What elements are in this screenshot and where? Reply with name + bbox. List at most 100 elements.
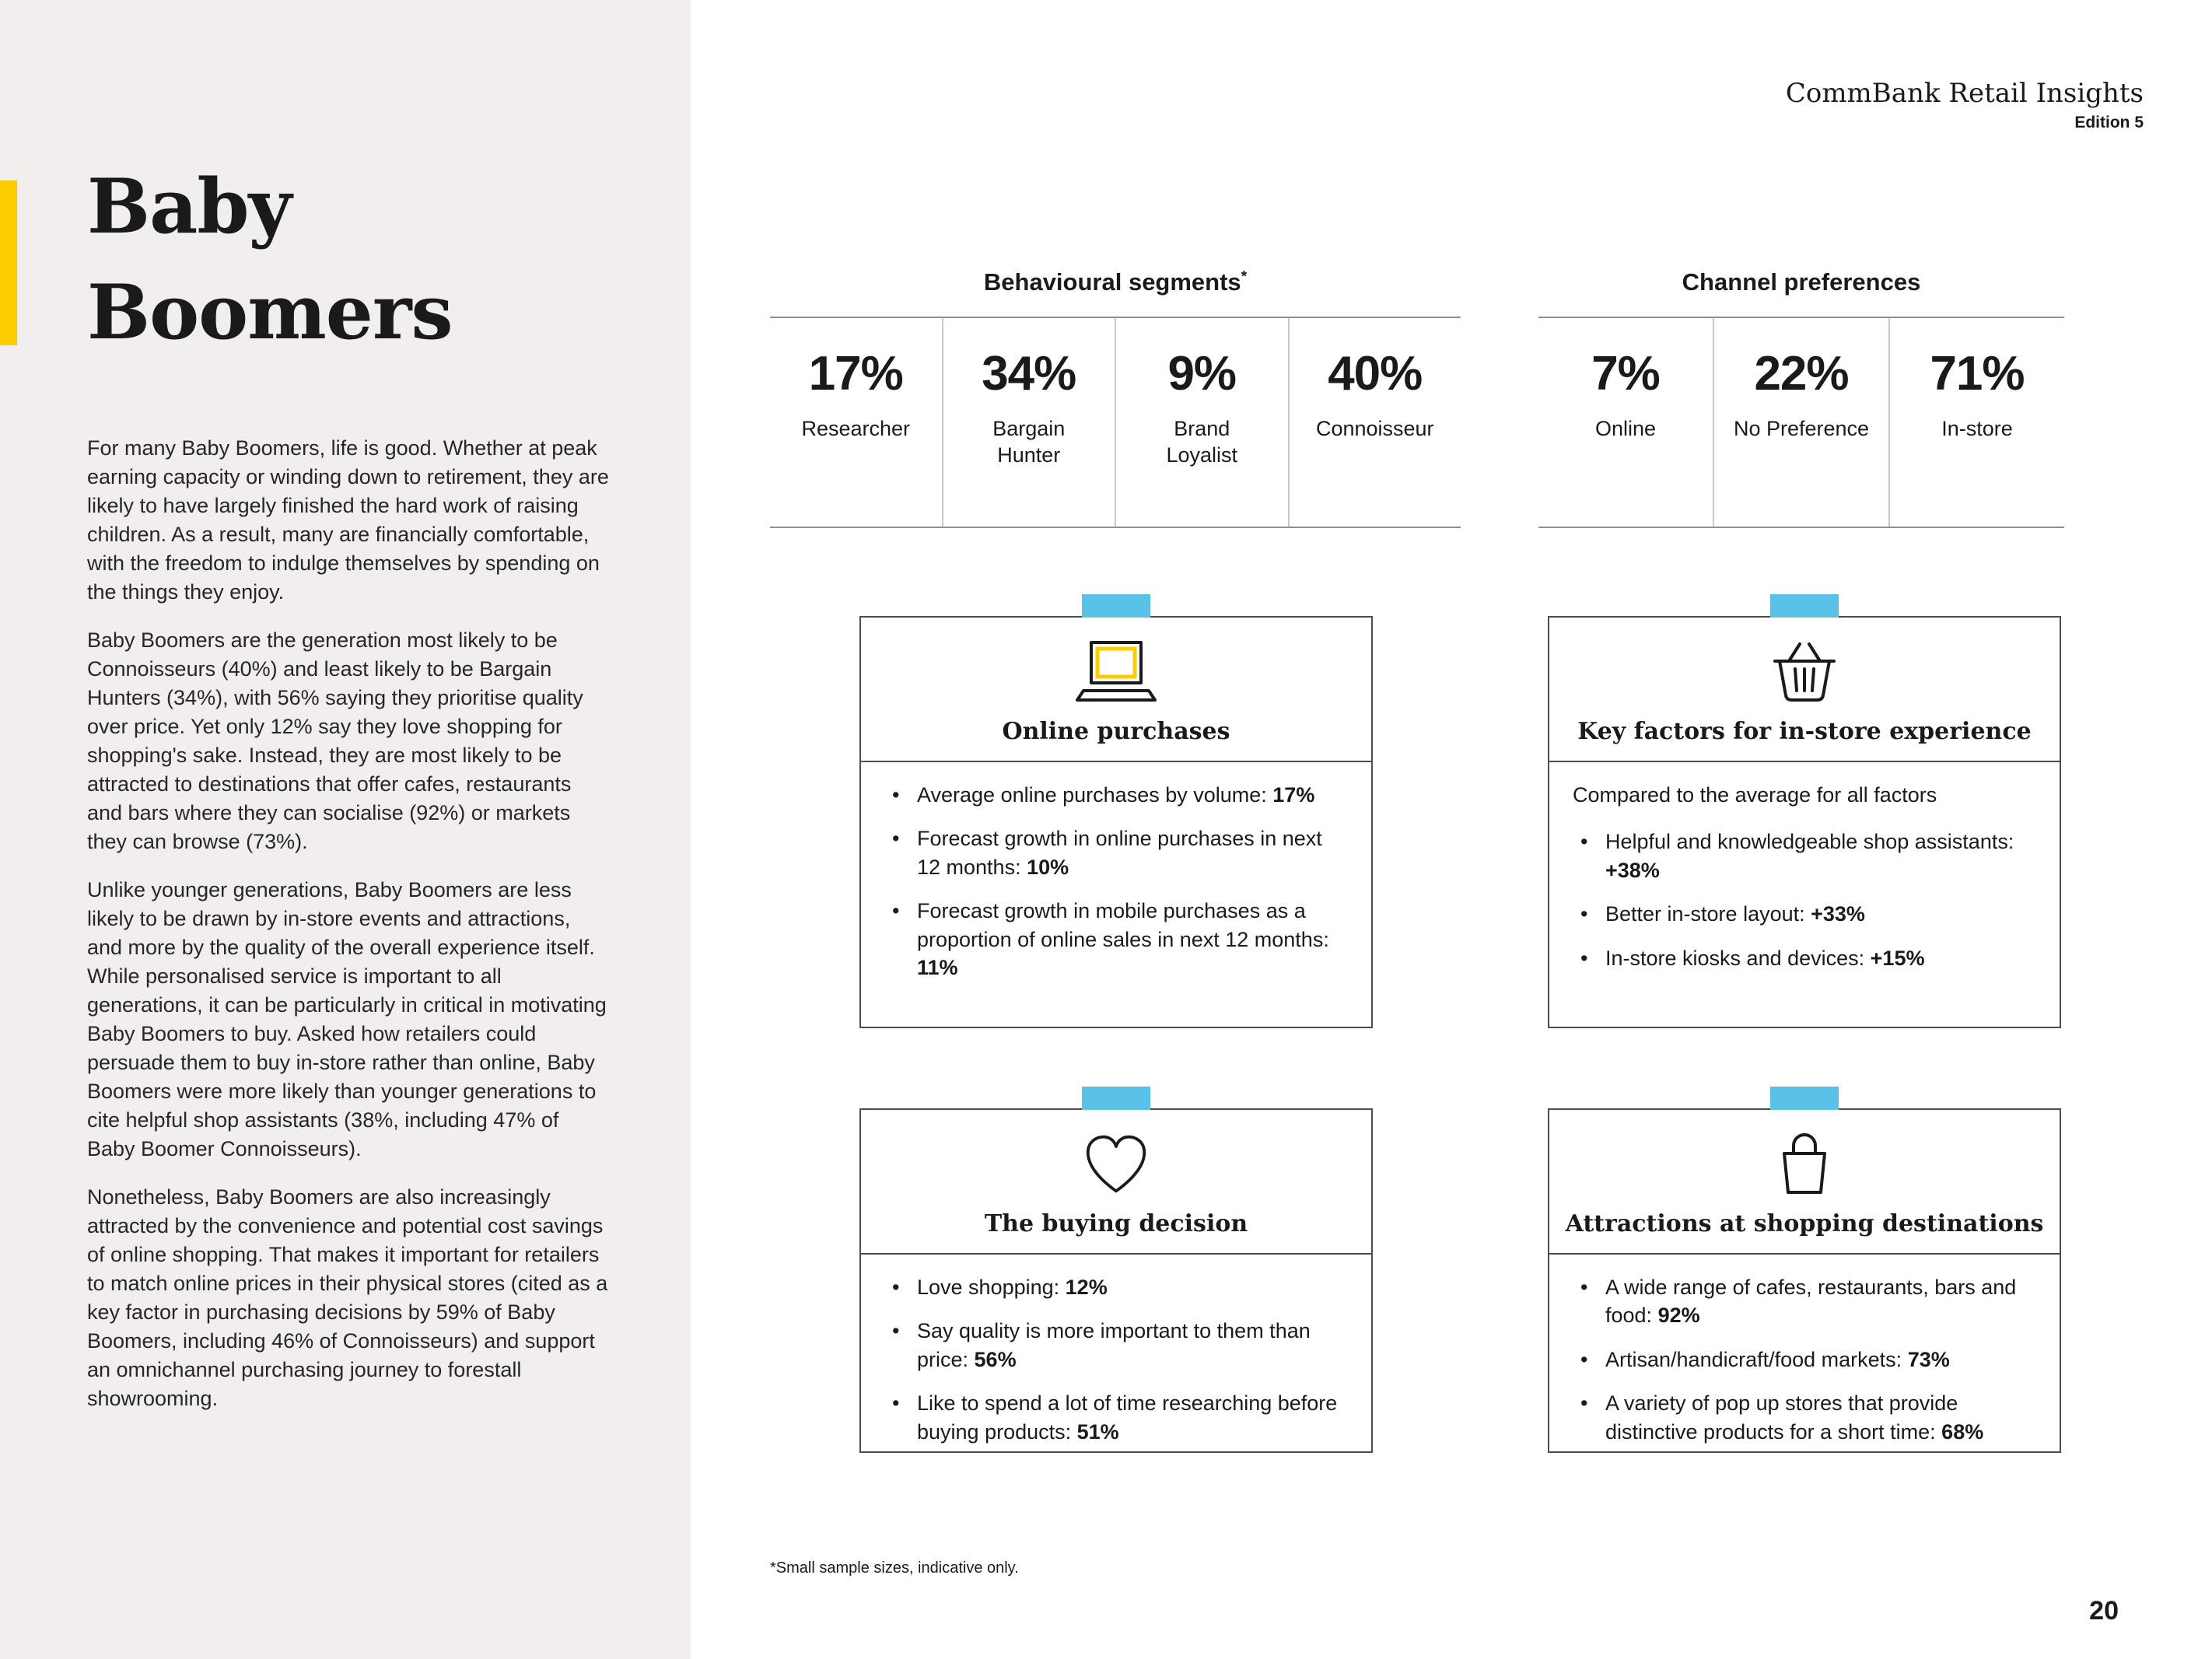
card-tab xyxy=(1770,594,1839,618)
bullet-item: Helpful and knowledgeable shop assistant… xyxy=(1576,828,2036,884)
stat-label: Online xyxy=(1594,417,1657,440)
card-key-factors-in-store: Key factors for in-store experience Comp… xyxy=(1548,594,2061,1028)
card-head: Online purchases xyxy=(861,618,1371,762)
stat-label: In-store xyxy=(1941,417,2013,440)
card-bullets: A wide range of cafes, restaurants, bars… xyxy=(1549,1255,2060,1454)
stat-brand-loyalist: 9% Brand Loyalist xyxy=(1115,318,1288,527)
edition-label: Edition 5 xyxy=(2074,114,2144,131)
doc-header: CommBank Retail Insights Edition 5 xyxy=(1786,78,2144,132)
card-title: The buying decision xyxy=(984,1210,1248,1237)
stat-researcher: 17% Researcher xyxy=(770,318,942,527)
bullet-value: 56% xyxy=(974,1347,1017,1371)
stat-value: 22% xyxy=(1754,347,1849,401)
paragraph-1: For many Baby Boomers, life is good. Whe… xyxy=(87,436,609,604)
card-head: Attractions at shopping destinations xyxy=(1549,1110,2060,1255)
bullet-text: Average online purchases by volume: xyxy=(917,783,1273,807)
card-head: Key factors for in-store experience xyxy=(1549,618,2060,762)
stat-label: Brand Loyalist xyxy=(1166,417,1238,467)
stat-value: 40% xyxy=(1328,347,1423,401)
bullet-item: Love shopping: 12% xyxy=(887,1273,1348,1302)
sidebar: Baby Boomers For many Baby Boomers, life… xyxy=(0,0,691,1659)
bullet-item: A wide range of cafes, restaurants, bars… xyxy=(1576,1273,2036,1330)
card-tab xyxy=(1082,594,1150,618)
paragraph-2: Baby Boomers are the generation most lik… xyxy=(87,628,583,853)
stat-label: No Preference xyxy=(1733,417,1870,440)
paragraph-3: Unlike younger generations, Baby Boomers… xyxy=(87,877,607,1160)
stat-no-preference: 22% No Preference xyxy=(1713,318,1888,527)
channels-stats-row: 7% Online 22% No Preference 71% In-store xyxy=(1538,317,2064,528)
bullet-value: 73% xyxy=(1907,1347,1950,1371)
page-number: 20 xyxy=(2089,1596,2119,1626)
bullet-value: 10% xyxy=(1027,855,1069,879)
card-title: Attractions at shopping destinations xyxy=(1565,1210,2044,1237)
card-tab xyxy=(1082,1087,1150,1110)
stat-online: 7% Online xyxy=(1538,318,1713,527)
card-title: Online purchases xyxy=(1002,718,1230,745)
channel-preferences: Channel preferences 7% Online 22% No Pre… xyxy=(1538,268,2064,528)
paragraph-4: Nonetheless, Baby Boomers are also incre… xyxy=(87,1185,608,1410)
bullet-value: 51% xyxy=(1076,1419,1119,1444)
stat-value: 9% xyxy=(1167,347,1237,401)
bullet-text: Better in-store layout: xyxy=(1605,902,1811,926)
bullet-text: Forecast growth in mobile purchases as a… xyxy=(917,899,1329,951)
stat-value: 71% xyxy=(1930,347,2025,401)
bullet-value: +15% xyxy=(1870,946,1925,970)
bullet-item: In-store kiosks and devices: +15% xyxy=(1576,944,2036,973)
card-head: The buying decision xyxy=(861,1110,1371,1255)
bullet-item: Say quality is more important to them th… xyxy=(887,1317,1348,1374)
behavioural-segments: Behavioural segments* 17% Researcher 34%… xyxy=(770,268,1461,528)
basket-icon xyxy=(1565,635,2044,709)
stat-label: Bargain Hunter xyxy=(992,417,1066,467)
shopping-bag-icon xyxy=(1565,1127,2044,1201)
laptop-icon xyxy=(877,635,1356,709)
bullet-value: 68% xyxy=(1941,1419,1984,1444)
bullet-value: 11% xyxy=(917,956,958,980)
bullet-value: 92% xyxy=(1657,1304,1700,1328)
stat-label: Researcher xyxy=(801,417,911,440)
stat-value: 17% xyxy=(808,347,904,401)
stat-value: 34% xyxy=(982,347,1076,401)
bullet-item: Artisan/handicraft/food markets: 73% xyxy=(1576,1346,2036,1374)
bullet-value: +38% xyxy=(1605,858,1660,882)
segments-stats-row: 17% Researcher 34% Bargain Hunter 9% Bra… xyxy=(770,317,1461,528)
bullet-item: Forecast growth in mobile purchases as a… xyxy=(887,897,1348,982)
card-online-purchases: Online purchases Average online purchase… xyxy=(859,594,1373,1028)
behavioural-segments-heading: Behavioural segments* xyxy=(770,268,1461,296)
card-bullets: Love shopping: 12% Say quality is more i… xyxy=(861,1255,1371,1454)
bullet-item: Better in-store layout: +33% xyxy=(1576,900,2036,929)
bullet-value: 17% xyxy=(1272,783,1315,807)
bullet-value: +33% xyxy=(1811,902,1865,926)
card-tab xyxy=(1770,1087,1839,1110)
stat-in-store: 71% In-store xyxy=(1888,318,2064,527)
bullet-value: 12% xyxy=(1065,1276,1108,1299)
bullet-text: In-store kiosks and devices: xyxy=(1605,946,1871,970)
brand-title: CommBank Retail Insights xyxy=(1785,78,2144,109)
stat-bargain-hunter: 34% Bargain Hunter xyxy=(941,318,1115,527)
stat-label: Connoisseur xyxy=(1315,417,1434,440)
card-attractions-shopping-destinations: Attractions at shopping destinations A w… xyxy=(1548,1087,2061,1454)
footnote: *Small sample sizes, indicative only. xyxy=(770,1559,1019,1577)
bullet-item: Average online purchases by volume: 17% xyxy=(887,781,1348,810)
stat-value: 7% xyxy=(1591,347,1661,401)
bullet-text: Love shopping: xyxy=(917,1276,1066,1299)
card-bullets: Helpful and knowledgeable shop assistant… xyxy=(1549,809,2060,980)
card-intro: Compared to the average for all factors xyxy=(1573,783,1937,807)
bullet-item: Like to spend a lot of time researching … xyxy=(887,1389,1348,1446)
sidebar-body: For many Baby Boomers, life is good. Whe… xyxy=(87,434,610,1433)
bullet-text: A variety of pop up stores that provide … xyxy=(1605,1391,1958,1444)
bullet-item: A variety of pop up stores that provide … xyxy=(1576,1389,2036,1446)
footnote-marker: * xyxy=(1241,268,1248,285)
bullet-text: Helpful and knowledgeable shop assistant… xyxy=(1605,830,2014,854)
bullet-text: Forecast growth in online purchases in n… xyxy=(917,827,1322,879)
heading-text: Behavioural segments xyxy=(983,268,1241,296)
page-title: Baby Boomers xyxy=(87,163,453,357)
stat-connoisseur: 40% Connoisseur xyxy=(1287,318,1461,527)
bullet-item: Forecast growth in online purchases in n… xyxy=(887,824,1348,881)
card-bullets: Average online purchases by volume: 17% … xyxy=(861,762,1371,990)
card-title: Key factors for in-store experience xyxy=(1577,718,2032,745)
yellow-accent-bar xyxy=(0,180,17,345)
bullet-text: Say quality is more important to them th… xyxy=(917,1319,1311,1371)
bullet-text: Like to spend a lot of time researching … xyxy=(917,1391,1338,1444)
channel-preferences-heading: Channel preferences xyxy=(1682,268,1921,296)
